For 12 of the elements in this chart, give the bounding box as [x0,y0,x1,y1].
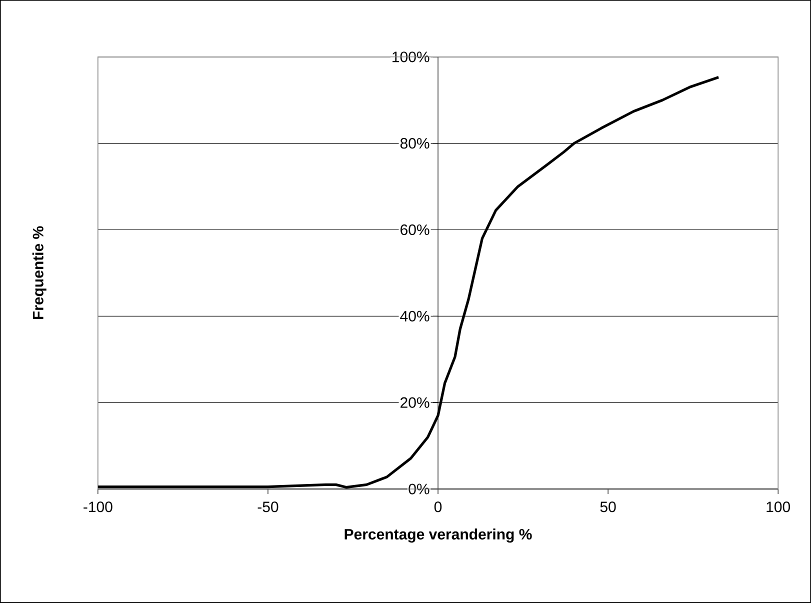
x-tick-label: 50 [600,502,616,512]
y-tick-label: 20% [400,397,430,408]
x-tick-label: -100 [84,502,112,512]
x-tick-label: 0 [434,502,442,512]
y-axis-title: Frequentie % [32,226,46,320]
y-tick-label: 40% [400,310,430,322]
y-tick-label: 80% [400,138,430,149]
y-tick-label: 60% [400,224,430,236]
x-tick-label: 100 [766,502,790,512]
x-tick-label: -50 [258,502,278,512]
x-axis-title: Percentage verandering % [344,528,532,543]
y-tick-label: 0% [408,484,430,494]
